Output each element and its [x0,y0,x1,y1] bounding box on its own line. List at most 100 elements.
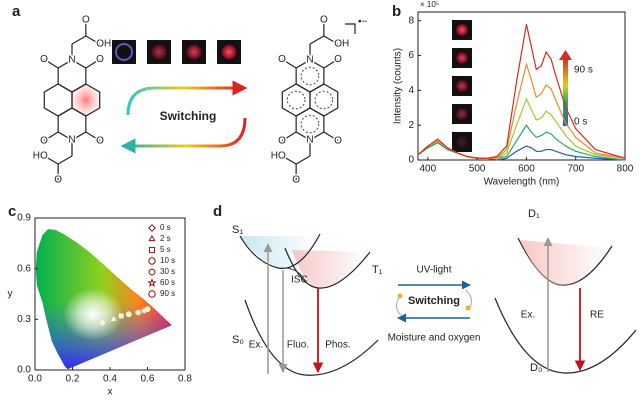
legend-label: 0 s [160,223,171,232]
atom-label: O [278,135,286,146]
atom-label: O [334,135,342,146]
bond [323,131,339,142]
cie-point [118,313,124,319]
switch-label: Moisture and oxygen [388,333,481,344]
plot-frame [417,11,626,161]
transition-label: Ex. [249,340,263,351]
x-tick-label: 0.2 [66,374,80,385]
bond [281,131,297,142]
atom-label: N [306,135,313,146]
state-label: D₁ [528,208,540,220]
x-tick-label: 0.4 [103,374,117,385]
transition-label: Ex. [521,310,535,321]
x-axis-label: Wavelength (nm) [484,177,560,188]
legend-marker [148,290,156,298]
atom-label: OH [334,39,349,50]
x-tick-label: 500 [469,164,486,175]
legend-label: 30 s [160,267,175,276]
spectrum-line [417,97,626,159]
switching-label: Switching [160,109,217,123]
legend-marker [148,268,156,276]
legend-marker [148,257,156,265]
y-tick-label: 0.6 [17,263,31,274]
colorbar-label: 90 s [574,65,593,76]
panel-label: a [12,3,21,20]
y-tick-label: 0.0 [17,365,31,376]
y-tick-label: 0 [408,155,414,166]
colorbar [563,58,568,126]
atom-label: O [334,54,342,65]
atom-label: HO [33,151,48,162]
atom-label: N [68,135,75,146]
transition-label: RE [590,310,604,321]
spectrum-line [417,24,626,159]
cie-point [99,319,106,326]
legend-marker [148,234,156,242]
state-label: D₀ [530,362,543,374]
bond [43,155,59,165]
photo-insets [112,40,241,64]
y-tick-label: 2 [408,120,414,131]
y-tick-label: 0.9 [17,213,31,224]
y-tick-label: 6 [408,50,414,61]
bond [85,58,101,69]
cie-point [135,309,141,316]
atom-label: O [292,175,300,186]
bond [309,35,325,45]
y-tick-label: 4 [408,85,414,96]
energy-diagram [239,233,637,376]
bond [43,131,59,142]
atom-label: O [40,54,48,65]
x-tick-label: 0.8 [178,374,192,385]
cie-point [110,316,117,321]
y-tick-label: 8 [408,15,414,26]
transition-label: Phos. [325,340,351,351]
y-axis-label: Intensity (counts) [393,48,404,124]
radical-ring [314,90,334,110]
arrow-forward [126,80,248,116]
spectrum-insets [452,20,472,152]
radical-charge: •− [358,17,368,28]
x-tick-label: 0.6 [141,374,155,385]
y-axis-label: y [8,289,13,300]
atom-label: O [320,15,328,26]
atom-label: HO [271,151,286,162]
atom-label: O [96,135,104,146]
bond [85,131,101,142]
legend-label: 5 s [160,245,171,254]
panel-label: d [213,203,222,220]
legend-marker [147,278,157,288]
bond [71,35,87,45]
radical-ring [286,90,306,110]
bond [85,35,101,45]
state-label: S₁ [232,224,243,236]
atom-label: O [96,54,104,65]
radical-ring [300,66,320,86]
atom-label: O [40,135,48,146]
x-tick-label: 600 [518,164,535,175]
atom-label: O [278,54,286,65]
bracket [345,23,356,34]
x-tick-label: 800 [617,164,634,175]
transition-label: Fluo. [287,340,309,351]
bond [281,155,297,165]
cie-white [63,288,124,341]
legend-label: 90 s [160,289,175,298]
cie-point [144,306,151,313]
bond [323,58,339,69]
panel-label: b [392,3,401,20]
x-axis-label: x [108,387,113,398]
arrow-back [120,117,247,154]
x-tick-label: 700 [567,164,584,175]
spectrum-line [417,124,626,161]
legend-label: 60 s [160,278,175,287]
atom-label: OH [96,39,111,50]
state-label: T₁ [372,264,383,276]
ring [43,83,73,117]
ring [281,83,311,117]
legend-marker [148,224,156,232]
x-tick-label: 400 [420,164,437,175]
bond [57,155,73,165]
atom-label: O [82,15,90,26]
